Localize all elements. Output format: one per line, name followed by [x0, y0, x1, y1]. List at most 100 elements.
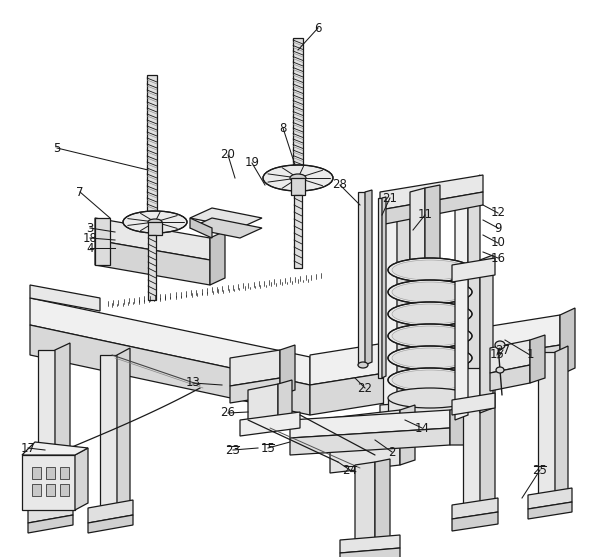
Polygon shape [480, 362, 495, 508]
Polygon shape [280, 345, 295, 395]
Polygon shape [380, 192, 483, 225]
Text: 6: 6 [314, 22, 322, 35]
Text: 11: 11 [418, 208, 433, 222]
Polygon shape [468, 175, 480, 408]
Text: 9: 9 [494, 222, 502, 234]
Polygon shape [425, 185, 440, 440]
Text: 17: 17 [20, 442, 36, 455]
Polygon shape [397, 188, 410, 415]
Polygon shape [383, 195, 397, 415]
Text: 20: 20 [221, 149, 236, 162]
Text: 16: 16 [490, 252, 506, 265]
Polygon shape [190, 218, 262, 238]
Ellipse shape [392, 304, 468, 324]
Ellipse shape [388, 368, 472, 392]
Polygon shape [95, 218, 110, 265]
Text: 15: 15 [490, 349, 505, 361]
Polygon shape [490, 365, 530, 391]
Polygon shape [95, 240, 210, 285]
Polygon shape [28, 515, 73, 533]
Ellipse shape [263, 165, 333, 191]
Text: 10: 10 [490, 237, 505, 250]
Polygon shape [230, 350, 280, 386]
Text: 4: 4 [86, 242, 94, 255]
Polygon shape [480, 255, 493, 413]
Polygon shape [290, 410, 450, 438]
Text: 27: 27 [496, 344, 511, 356]
Text: 28: 28 [333, 178, 347, 192]
Ellipse shape [392, 282, 468, 302]
Text: 15: 15 [261, 442, 275, 455]
Polygon shape [528, 488, 572, 509]
Polygon shape [380, 175, 483, 210]
Ellipse shape [392, 370, 468, 390]
Polygon shape [400, 405, 415, 465]
Ellipse shape [358, 362, 368, 368]
Ellipse shape [388, 258, 472, 282]
Polygon shape [30, 298, 310, 385]
Polygon shape [147, 75, 157, 215]
Polygon shape [290, 428, 450, 455]
Polygon shape [88, 500, 133, 523]
Ellipse shape [388, 302, 472, 326]
Polygon shape [190, 208, 262, 228]
Polygon shape [452, 512, 498, 531]
Polygon shape [455, 263, 468, 420]
Polygon shape [210, 231, 225, 285]
Polygon shape [30, 285, 100, 311]
Polygon shape [38, 350, 55, 510]
Text: 5: 5 [54, 141, 61, 154]
Ellipse shape [148, 219, 162, 225]
Polygon shape [538, 352, 555, 498]
Text: 13: 13 [186, 377, 201, 389]
Ellipse shape [495, 341, 505, 349]
Polygon shape [358, 192, 365, 365]
Bar [32, 467, 41, 479]
Polygon shape [310, 345, 560, 415]
Polygon shape [291, 178, 305, 195]
Bar [60, 484, 69, 496]
Polygon shape [560, 308, 575, 375]
Ellipse shape [496, 367, 504, 373]
Text: 19: 19 [245, 157, 259, 169]
Polygon shape [22, 455, 75, 510]
Polygon shape [490, 340, 530, 373]
Polygon shape [30, 325, 310, 415]
Ellipse shape [392, 348, 468, 368]
Ellipse shape [392, 260, 468, 280]
Polygon shape [240, 412, 300, 436]
Text: 8: 8 [279, 121, 287, 134]
Polygon shape [248, 384, 278, 426]
Text: 3: 3 [86, 222, 93, 234]
Ellipse shape [388, 324, 472, 348]
Polygon shape [382, 197, 386, 378]
Ellipse shape [290, 174, 306, 182]
Bar [60, 467, 69, 479]
Polygon shape [528, 502, 572, 519]
Text: 24: 24 [343, 463, 358, 476]
Polygon shape [148, 222, 162, 235]
Text: 25: 25 [533, 463, 547, 476]
Polygon shape [310, 315, 560, 385]
Polygon shape [380, 415, 483, 435]
Ellipse shape [123, 211, 187, 233]
Polygon shape [75, 448, 88, 510]
Ellipse shape [388, 346, 472, 370]
Text: 21: 21 [383, 192, 397, 204]
Text: 26: 26 [221, 407, 236, 419]
Polygon shape [294, 195, 302, 268]
Polygon shape [355, 462, 375, 543]
Polygon shape [380, 398, 483, 422]
Polygon shape [95, 218, 210, 260]
Polygon shape [450, 405, 475, 445]
Polygon shape [190, 218, 212, 238]
Polygon shape [555, 346, 568, 498]
Text: 2: 2 [389, 446, 396, 458]
Polygon shape [28, 500, 73, 523]
Polygon shape [278, 380, 292, 420]
Polygon shape [230, 378, 280, 403]
Polygon shape [410, 188, 425, 440]
Polygon shape [375, 459, 390, 540]
Polygon shape [388, 398, 472, 412]
Text: 12: 12 [490, 207, 506, 219]
